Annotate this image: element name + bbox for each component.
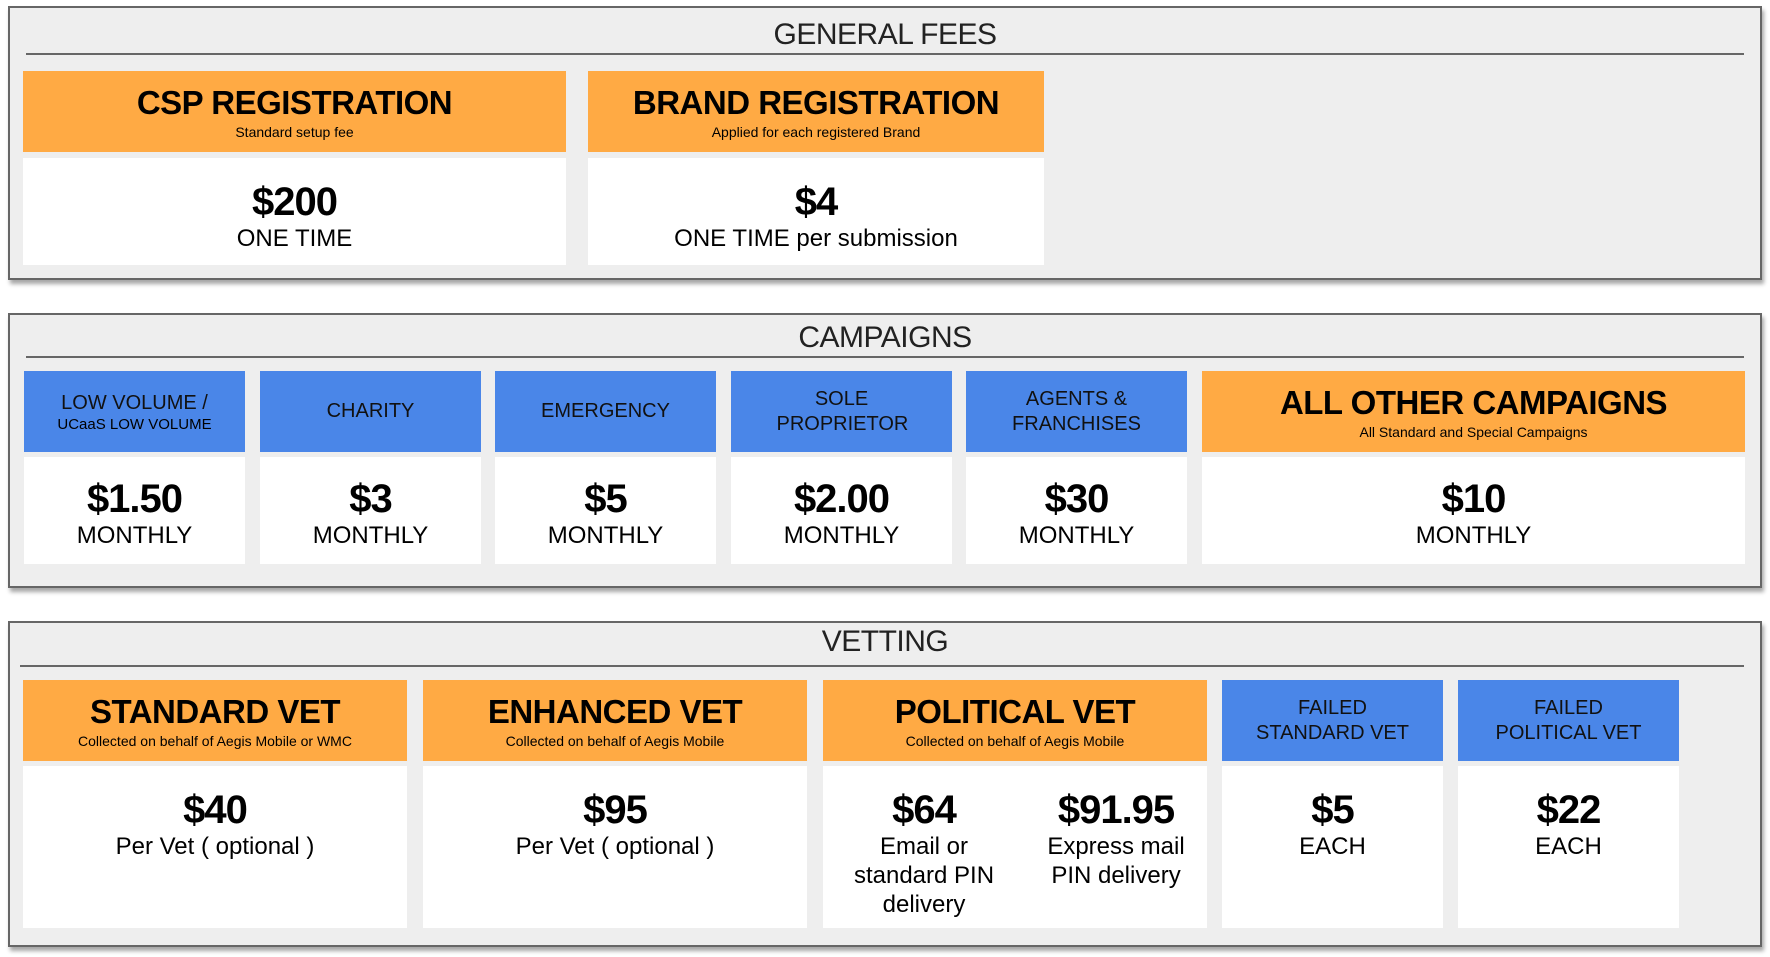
campaign-agents-franchises-card: AGENTS & FRANCHISES $30 MONTHLY <box>966 371 1187 564</box>
card-title: EMERGENCY <box>541 400 670 422</box>
card-subtitle: Collected on behalf of Aegis Mobile <box>905 732 1125 749</box>
card-title: ALL OTHER CAMPAIGNS <box>1279 383 1668 421</box>
failed-political-vet-card: FAILED POLITICAL VET $22 EACH <box>1458 680 1679 928</box>
price-unit: Express mail PIN delivery <box>1047 833 1185 889</box>
price: $5 <box>1311 788 1355 832</box>
card-subtitle: Collected on behalf of Aegis Mobile or W… <box>78 732 352 749</box>
price: $10 <box>1441 477 1507 521</box>
failed-standard-vet-card: FAILED STANDARD VET $5 EACH <box>1222 680 1443 928</box>
price-unit: ONE TIME <box>236 225 353 252</box>
divider <box>26 53 1744 55</box>
card-title: FAILED POLITICAL VET <box>1495 696 1642 744</box>
card-title: BRAND REGISTRATION <box>632 83 1000 121</box>
price: $22 <box>1536 788 1602 832</box>
price-unit: Per Vet ( optional ) <box>515 833 715 860</box>
price-unit: MONTHLY <box>547 522 664 549</box>
price-express-mail: $91.95 <box>1057 788 1175 832</box>
card-title: SOLE PROPRIETOR <box>776 387 909 435</box>
card-title: LOW VOLUME / <box>61 391 208 414</box>
price-unit: EACH <box>1535 833 1602 860</box>
price-unit: MONTHLY <box>1018 522 1135 549</box>
section-title: VETTING <box>821 625 949 658</box>
vetting-panel: VETTING STANDARD VET Collected on behalf … <box>8 621 1762 947</box>
campaign-sole-proprietor-card: SOLE PROPRIETOR $2.00 MONTHLY <box>731 371 952 564</box>
price-unit: MONTHLY <box>312 522 429 549</box>
divider <box>26 356 1744 358</box>
card-title: FAILED STANDARD VET <box>1256 696 1409 744</box>
campaign-low-volume-card: LOW VOLUME / UCaaS LOW VOLUME $1.50 MONTHL… <box>24 371 245 564</box>
card-title: POLITICAL VET <box>894 692 1136 730</box>
card-subtitle: Standard setup fee <box>235 123 354 140</box>
campaign-emergency-card: EMERGENCY $5 MONTHLY <box>495 371 716 564</box>
csp-registration-card: CSP REGISTRATION Standard setup fee $200 O… <box>23 71 566 265</box>
price: $3 <box>349 477 393 521</box>
section-title: GENERAL FEES <box>773 18 997 51</box>
price-unit: MONTHLY <box>1415 522 1532 549</box>
price: $95 <box>583 788 648 832</box>
price-unit: EACH <box>1299 833 1366 860</box>
general-fees-panel: GENERAL FEES CSP REGISTRATION Standard se… <box>8 6 1762 280</box>
price-unit: Per Vet ( optional ) <box>115 833 315 860</box>
price: $5 <box>584 477 628 521</box>
price: $200 <box>252 180 338 224</box>
price-unit: MONTHLY <box>783 522 900 549</box>
card-subtitle: Collected on behalf of Aegis Mobile <box>505 732 725 749</box>
campaigns-panel: CAMPAIGNS LOW VOLUME / UCaaS LOW VOLUME $… <box>8 313 1762 588</box>
price-unit: Email or standard PIN delivery <box>853 833 995 918</box>
price-standard-pin: $64 <box>892 788 957 832</box>
price-unit: MONTHLY <box>76 522 193 549</box>
enhanced-vet-card: ENHANCED VET Collected on behalf of Aegis… <box>423 680 807 928</box>
standard-vet-card: STANDARD VET Collected on behalf of Aegis… <box>23 680 407 928</box>
card-title: STANDARD VET <box>89 692 341 730</box>
card-subtitle: All Standard and Special Campaigns <box>1359 423 1588 440</box>
campaign-charity-card: CHARITY $3 MONTHLY <box>260 371 481 564</box>
political-vet-card: POLITICAL VET Collected on behalf of Aegi… <box>823 680 1207 928</box>
price-unit: ONE TIME per submission <box>674 225 958 252</box>
price: $40 <box>183 788 248 832</box>
section-title: CAMPAIGNS <box>798 321 972 354</box>
card-subtitle: Applied for each registered Brand <box>711 123 921 140</box>
card-title: ENHANCED VET <box>487 692 743 730</box>
campaign-all-other-card: ALL OTHER CAMPAIGNS All Standard and Spec… <box>1202 371 1745 564</box>
price: $30 <box>1044 477 1110 521</box>
price: $2.00 <box>793 477 890 521</box>
card-title: CSP REGISTRATION <box>136 83 453 121</box>
price: $1.50 <box>86 477 183 521</box>
divider <box>20 665 1744 667</box>
brand-registration-card: BRAND REGISTRATION Applied for each regis… <box>588 71 1044 265</box>
card-title: CHARITY <box>326 400 415 422</box>
card-title: AGENTS & FRANCHISES <box>1012 387 1141 435</box>
price: $4 <box>794 180 839 224</box>
card-subtitle: UCaaS LOW VOLUME <box>57 415 212 433</box>
